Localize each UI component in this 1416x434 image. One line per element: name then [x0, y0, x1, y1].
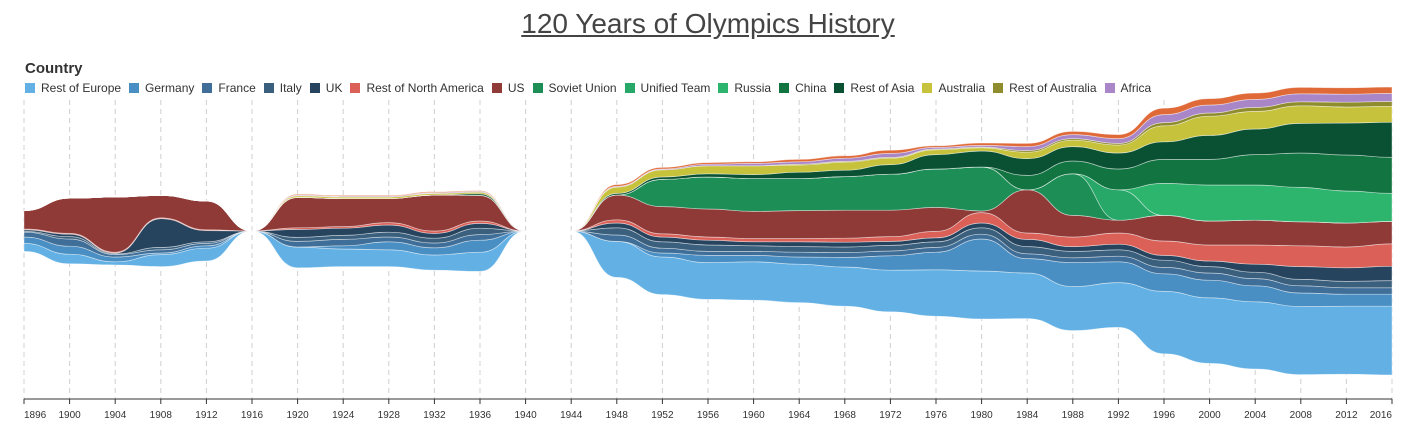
- legend-swatch: [624, 83, 635, 93]
- legend-swatch: [532, 83, 543, 93]
- x-tick-label: 1944: [560, 410, 583, 421]
- x-tick-label: 1964: [788, 410, 811, 421]
- legend-label: Unified Team: [640, 81, 711, 95]
- x-tick-label: 1932: [423, 410, 446, 421]
- legend-label: Germany: [145, 81, 195, 95]
- x-tick-label: 1956: [697, 410, 720, 421]
- legend-swatch: [491, 83, 502, 93]
- x-tick-label: 1988: [1062, 410, 1085, 421]
- x-tick-label: 1908: [150, 410, 173, 421]
- legend-swatch: [129, 83, 140, 93]
- x-tick-label: 2012: [1335, 410, 1358, 421]
- x-tick-label: 1936: [469, 410, 492, 421]
- legend-title: Country: [25, 60, 83, 77]
- x-tick-label: 1924: [332, 410, 355, 421]
- legend-label: France: [218, 81, 256, 95]
- legend-swatch: [25, 83, 35, 93]
- legend-item[interactable]: Italy: [263, 81, 302, 95]
- x-tick-label: 1916: [241, 410, 264, 421]
- legend-item[interactable]: UK: [309, 81, 343, 95]
- x-tick-label: 1976: [925, 410, 948, 421]
- legend-label: Africa: [1120, 81, 1152, 95]
- legend-label: Australia: [938, 81, 986, 95]
- legend-item[interactable]: China: [779, 81, 826, 95]
- x-tick-label: 1992: [1107, 410, 1130, 421]
- x-tick-label: 1912: [195, 410, 218, 421]
- x-tick-label: 1896: [24, 410, 47, 421]
- legend-swatch: [309, 83, 320, 93]
- legend-label: Rest of Asia: [850, 81, 915, 95]
- legend-swatch: [718, 83, 729, 93]
- legend-swatch: [993, 83, 1004, 93]
- x-tick-label: 1920: [286, 410, 309, 421]
- x-tick-label: 1972: [879, 410, 902, 421]
- x-tick-label: 1900: [58, 410, 81, 421]
- x-tick-label: 1952: [651, 410, 674, 421]
- legend-item[interactable]: Rest of Asia: [834, 81, 914, 95]
- legend-swatch: [834, 83, 845, 93]
- legend-label: Italy: [279, 81, 302, 95]
- legend: Rest of Europe Germany France Italy UK Rest o…: [25, 81, 1159, 95]
- legend-label: Rest of North America: [366, 81, 484, 95]
- legend-swatch: [1104, 83, 1115, 93]
- x-tick-label: 1996: [1153, 410, 1176, 421]
- x-tick-label: 2016: [1370, 410, 1393, 421]
- x-tick-label: 1968: [834, 410, 857, 421]
- legend-swatch: [263, 83, 274, 93]
- legend-item[interactable]: Germany: [129, 81, 194, 95]
- legend-item[interactable]: Africa: [1104, 81, 1152, 95]
- stream-layer[interactable]: [23, 86, 1393, 232]
- x-tick-label: 2004: [1244, 410, 1267, 421]
- legend-item[interactable]: Australia: [922, 81, 985, 95]
- legend-label: Russia: [734, 81, 772, 95]
- legend-label: Soviet Union: [548, 81, 617, 95]
- x-tick-label: 1940: [514, 410, 537, 421]
- chart-title: 120 Years of Olympics History: [521, 8, 895, 39]
- legend-item[interactable]: Rest of Europe: [25, 81, 121, 95]
- x-tick-label: 1984: [1016, 410, 1039, 421]
- stream-layers: [23, 86, 1393, 376]
- legend-label: UK: [325, 81, 343, 95]
- legend-item[interactable]: Rest of North America: [350, 81, 484, 95]
- x-axis: 1896 1900 1904 1908 1912 1916 1920 1924 1928 1932…: [23, 398, 1393, 421]
- legend-swatch: [350, 83, 361, 93]
- legend-swatch: [779, 83, 790, 93]
- legend-label: Rest of Europe: [41, 81, 122, 95]
- x-tick-label: 1904: [104, 410, 127, 421]
- legend-label: China: [795, 81, 827, 95]
- legend-item[interactable]: US: [491, 81, 525, 95]
- legend-item[interactable]: Rest of Australia: [993, 81, 1097, 95]
- x-tick-label: 1928: [378, 410, 401, 421]
- x-tick-label: 2000: [1198, 410, 1221, 421]
- legend-label: US: [507, 81, 525, 95]
- legend-swatch: [202, 83, 213, 93]
- legend-swatch: [922, 83, 933, 93]
- legend-item[interactable]: Russia: [718, 81, 771, 95]
- legend-label: Rest of Australia: [1009, 81, 1097, 95]
- legend-item[interactable]: Soviet Union: [532, 81, 617, 95]
- legend-item[interactable]: France: [202, 81, 256, 95]
- x-tick-label: 2008: [1290, 410, 1313, 421]
- x-tick-label: 1980: [970, 410, 993, 421]
- x-tick-label: 1960: [742, 410, 765, 421]
- x-tick-label: 1948: [606, 410, 629, 421]
- legend-item[interactable]: Unified Team: [624, 81, 711, 95]
